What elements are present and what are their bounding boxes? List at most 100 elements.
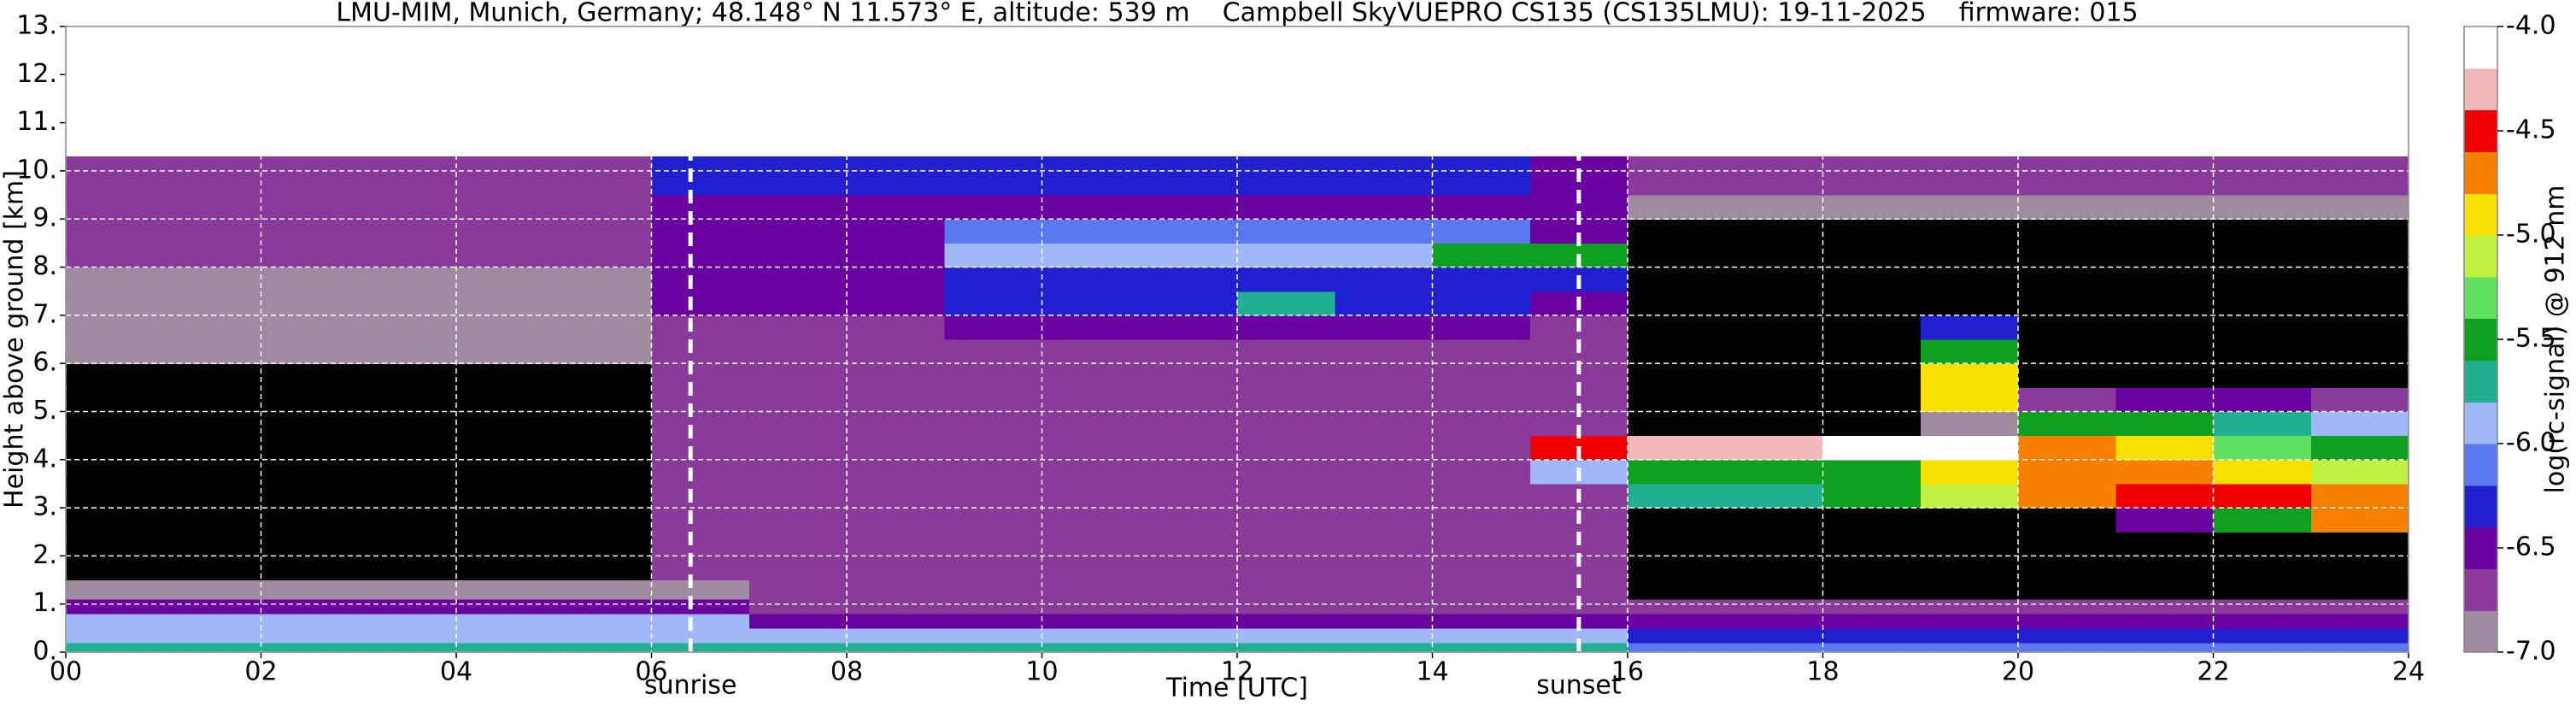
heatmap-cell [1042,508,1141,532]
colorbar-band [2464,193,2497,236]
heatmap-cell [1237,459,1335,485]
heatmap-cell [944,195,1043,220]
heatmap-cell [651,435,750,461]
heatmap-cell [456,219,555,244]
heatmap-cell [163,267,262,292]
heatmap-cell [1335,627,1434,644]
heatmap-cell [944,483,1043,509]
heatmap-cell [2115,580,2215,600]
heatmap-cell [1920,627,2019,644]
heatmap-cell [748,315,848,340]
heatmap-cell [163,642,262,653]
heatmap-cell [261,642,360,653]
heatmap-cell [1335,411,1434,437]
y-tick-label: 10. [16,155,57,185]
heatmap-cell [1139,580,1238,600]
colorbar-band [2464,527,2497,569]
heatmap-cell [2310,219,2409,244]
heatmap-cell [748,599,848,615]
heatmap-cell [1822,459,1922,485]
heatmap-cell [554,532,653,556]
heatmap-cell [2018,195,2116,220]
heatmap-cell [2310,556,2409,581]
colorbar-band [2464,235,2497,278]
heatmap-cell [651,315,750,340]
heatmap-cell [1042,387,1141,413]
heatmap-cell [1139,459,1238,485]
heatmap-cell [2115,267,2215,292]
heatmap-cell [1822,532,1922,556]
heatmap-cell [847,483,945,509]
heatmap-cell [1628,291,1726,316]
heatmap-cell [2213,387,2312,413]
heatmap-cell [2115,459,2215,485]
heatmap-cell [1725,363,1824,388]
heatmap-cell [748,156,848,196]
heatmap-cell [1628,339,1726,364]
colorbar-tick-label: -6.0 [2506,428,2556,458]
heatmap-cell [651,508,750,532]
heatmap-cell [2018,532,2116,556]
heatmap-cell [358,627,457,644]
heatmap-cell [1725,267,1824,292]
heatmap-cell [1725,291,1824,316]
heatmap-cell [944,315,1043,340]
heatmap-cell [748,363,848,388]
heatmap-cell [1042,411,1141,437]
heatmap-cell [66,483,164,509]
heatmap-cell [261,532,360,556]
heatmap-cell [847,627,945,644]
heatmap-cell [748,459,848,485]
x-tick-label: 22 [2197,657,2229,687]
heatmap-cell [944,363,1043,388]
heatmap-cell [1432,580,1531,600]
heatmap-cell [2115,315,2215,340]
heatmap-cell [456,243,555,268]
heatmap-cell [1432,363,1531,388]
heatmap-cell [554,599,653,615]
x-tick-label: 24 [2392,657,2425,687]
heatmap-cell [748,556,848,581]
heatmap-cell [1628,411,1726,437]
heatmap-cell [358,642,457,653]
y-tick-label: 12. [16,59,57,89]
heatmap-cell [1920,387,2019,413]
heatmap-cell [358,267,457,292]
heatmap-cell [456,459,555,485]
heatmap-cell [847,219,945,244]
heatmap-cell [261,459,360,485]
heatmap-cell [1042,339,1141,364]
heatmap-cell [1432,642,1531,653]
heatmap-cell [554,243,653,268]
heatmap-cell [2310,411,2409,437]
heatmap-cell [66,642,164,653]
heatmap-cell [2115,483,2215,509]
heatmap-cell [554,483,653,509]
colorbar-band [2464,276,2497,320]
heatmap-cell [2018,339,2116,364]
heatmap-cell [358,387,457,413]
heatmap-cell [163,339,262,364]
heatmap-cell [554,459,653,485]
heatmap-cell [1822,599,1922,615]
y-tick-label: 6. [32,348,57,378]
heatmap-cell [2018,267,2116,292]
heatmap-cell [748,267,848,292]
heatmap-cell [2213,243,2312,268]
heatmap-cell [1335,315,1434,340]
heatmap-cell [2213,195,2312,220]
heatmap-cell [1237,613,1335,629]
heatmap-cell [1139,315,1238,340]
heatmap-cell [651,599,750,615]
heatmap-cell [944,219,1043,244]
heatmap-cell [1628,315,1726,340]
heatmap-cell [1822,508,1922,532]
heatmap-cell [2018,580,2116,600]
x-tick-label: 00 [50,657,82,687]
heatmap-cell [1042,642,1141,653]
heatmap-cell [1139,363,1238,388]
heatmap-cell [1920,339,2019,364]
heatmap-cell [554,219,653,244]
heatmap-cell [748,508,848,532]
